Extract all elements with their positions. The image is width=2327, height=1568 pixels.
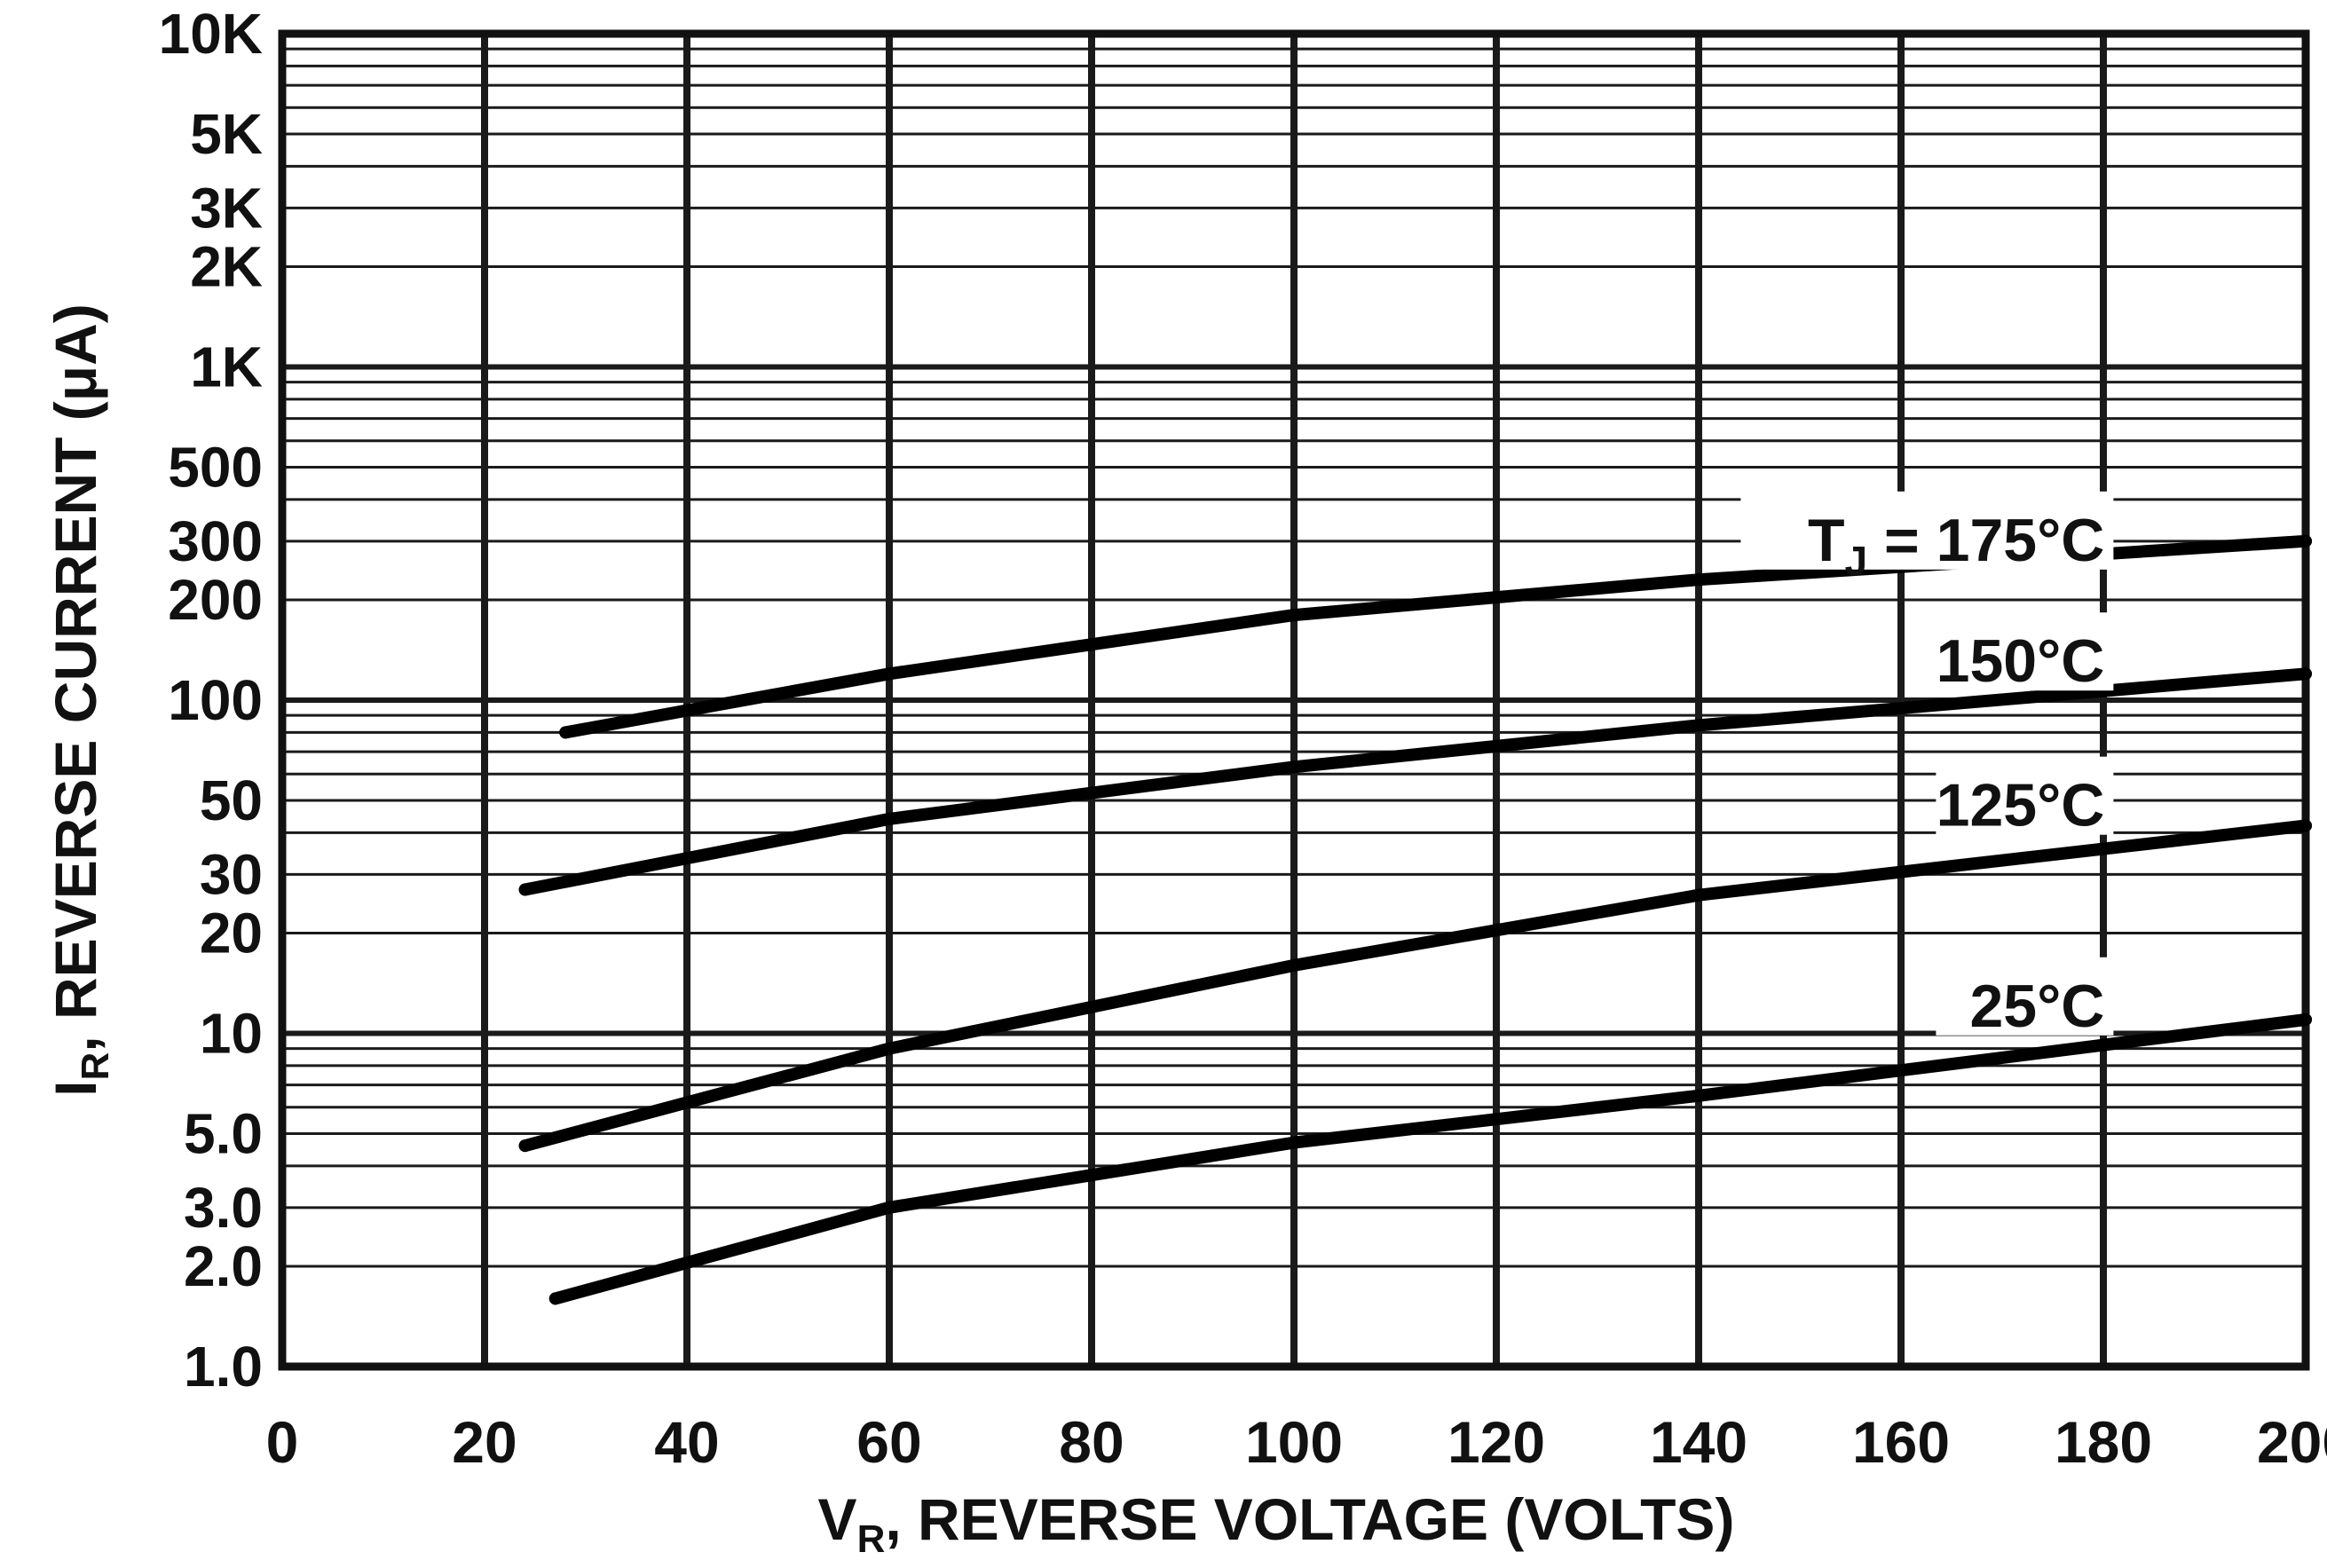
series-point (1288, 1136, 1300, 1149)
series-point (2299, 1013, 2312, 1026)
series-point (883, 1042, 895, 1055)
x-axis-label-rest: , REVERSE VOLTAGE (VOLTS) (885, 1486, 1734, 1552)
series-label: 150°C (1937, 627, 2105, 695)
y-tick-label: 100 (168, 668, 263, 732)
axis-labels: VR, REVERSE VOLTAGE (VOLTS)IR, REVERSE C… (43, 303, 1734, 1561)
series-label-bg (1936, 957, 2114, 1036)
series-labels: TJ = 175°C 150°C 125°C 25°C (1740, 491, 2114, 1040)
series-label-main: T (1808, 507, 1845, 574)
y-tick-label: 5K (190, 102, 263, 166)
series-point (2299, 819, 2312, 832)
series-label: 25°C (1969, 973, 2104, 1040)
series-label-bg (1740, 491, 2114, 570)
y-tick-label: 2K (190, 234, 263, 298)
y-axis-label: IR, REVERSE CURRENT (μA) (43, 303, 117, 1097)
y-tick-label: 1.0 (184, 1335, 263, 1399)
x-axis-label-main: V (818, 1486, 857, 1552)
series-group (518, 534, 2312, 1305)
series-point (883, 667, 895, 681)
series-point (548, 1292, 562, 1305)
x-tick-label: 200 (2257, 1409, 2327, 1475)
series-label-bg (1936, 756, 2114, 835)
x-axis-label-sub: R (857, 1517, 886, 1561)
x-tick-label: 60 (856, 1409, 921, 1475)
y-axis-label-rest: , REVERSE CURRENT (μA) (43, 303, 108, 1052)
series-point (883, 1201, 895, 1214)
y-tick-label: 300 (168, 509, 263, 573)
y-axis-label-sub: R (74, 1052, 117, 1081)
y-axis-label-main: I (43, 1080, 108, 1096)
series-label-main: 25°C (1969, 973, 2104, 1040)
series-label-main: 125°C (1937, 772, 2105, 839)
y-tick-label: 3.0 (184, 1176, 263, 1240)
series-point (2299, 667, 2312, 681)
x-tick-label: 100 (1245, 1409, 1343, 1475)
y-tick-label: 2.0 (184, 1234, 263, 1298)
x-tick-label: 180 (2055, 1409, 2152, 1475)
y-tick-label: 30 (200, 842, 263, 906)
series-point (1288, 609, 1300, 622)
series-point (2299, 534, 2312, 548)
y-tick-label: 5.0 (184, 1102, 263, 1166)
y-tick-label: 1K (190, 335, 263, 399)
series-point (1288, 760, 1300, 774)
x-tick-label: 40 (654, 1409, 719, 1475)
x-tick-labels: 0 20 40 60 80 100 120 140 160 180 200 (266, 1409, 2327, 1475)
x-tick-label: 140 (1650, 1409, 1747, 1475)
series-label-main: 150°C (1937, 627, 2105, 695)
series-point (1692, 888, 1705, 902)
x-tick-label: 80 (1059, 1409, 1124, 1475)
x-tick-label: 160 (1852, 1409, 1950, 1475)
y-tick-label: 3K (190, 176, 263, 240)
y-tick-label: 500 (168, 436, 263, 500)
plot-frame (278, 29, 2310, 1371)
series-point (1692, 719, 1705, 732)
series-label-rest: = 175°C (1867, 507, 2104, 574)
y-tick-label: 200 (168, 568, 263, 632)
series-label: 125°C (1937, 772, 2105, 839)
x-tick-label: 0 (266, 1409, 299, 1475)
y-tick-label: 10 (200, 1002, 263, 1066)
series-point (518, 883, 532, 896)
series-point (518, 1139, 532, 1153)
y-tick-label: 20 (200, 901, 263, 965)
series-label: TJ = 175°C (1808, 507, 2104, 584)
x-axis-label: VR, REVERSE VOLTAGE (VOLTS) (818, 1486, 1735, 1561)
series-point (1692, 1089, 1705, 1102)
series-label-sub: J (1845, 538, 1868, 584)
x-tick-label: 20 (452, 1409, 517, 1475)
x-tick-label: 120 (1447, 1409, 1545, 1475)
y-tick-label: 10K (159, 2, 263, 66)
series-label-bg (1936, 612, 2114, 691)
series-point (883, 812, 895, 825)
series-point (1692, 573, 1705, 587)
series-point (559, 726, 572, 739)
plot-border (278, 29, 2310, 1371)
y-tick-label: 50 (200, 768, 263, 832)
series-point (1288, 958, 1300, 972)
